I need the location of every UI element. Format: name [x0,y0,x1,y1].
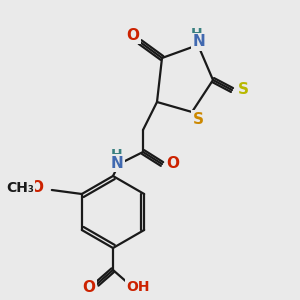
Text: H: H [111,148,123,162]
Text: N: N [111,155,123,170]
Text: N: N [193,34,206,50]
Text: CH₃: CH₃ [6,181,34,195]
Text: O: O [30,181,43,196]
Text: O: O [82,280,95,295]
Text: S: S [238,82,248,98]
Text: H: H [191,27,203,41]
Text: O: O [167,157,179,172]
Text: S: S [193,112,203,127]
Text: O: O [127,28,140,43]
Text: OH: OH [126,280,150,294]
